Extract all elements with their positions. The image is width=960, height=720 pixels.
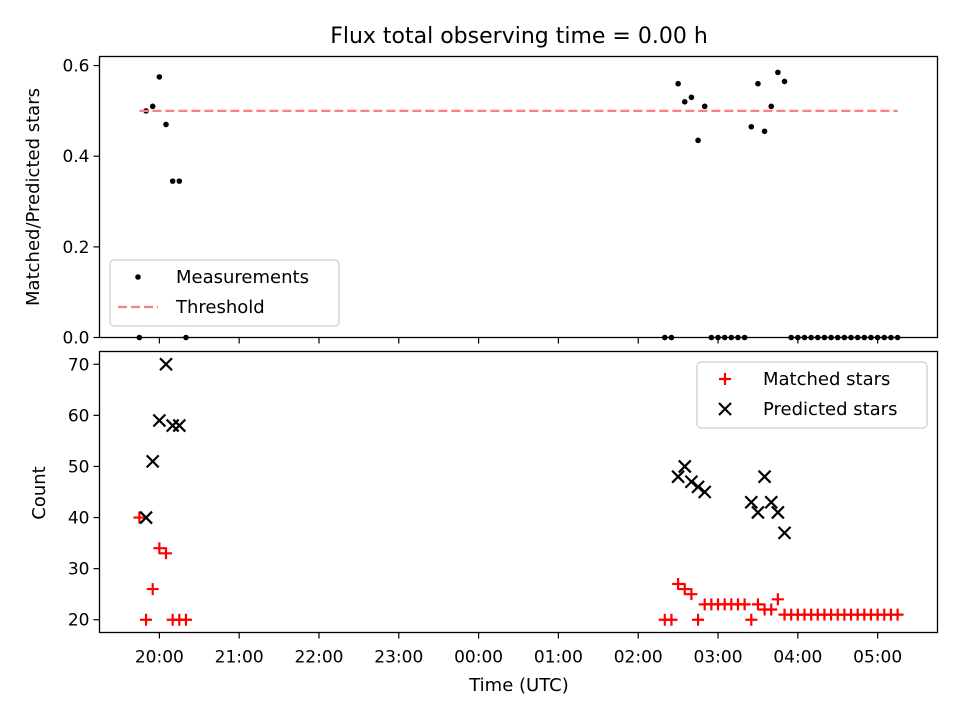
legend-matched-swatch	[719, 373, 731, 385]
matched-stars-point	[751, 598, 764, 611]
count-panel: Count 20 30 40 50 60 70 20:00 21:00 22:00 23:00 0…	[29, 350, 939, 668]
ratio-axes-frame	[98, 55, 939, 339]
matched-stars-point	[665, 613, 678, 626]
predicted-stars-point	[172, 418, 187, 433]
matched-stars-point	[685, 588, 698, 601]
ratio-y-axis-label: Matched/Predicted stars	[23, 88, 44, 306]
x-tick-label: 23:00	[374, 648, 423, 668]
predicted-stars-point	[139, 510, 153, 525]
matched-stars-point	[738, 598, 751, 611]
x-tick-label: 20:00	[135, 648, 184, 668]
predicted-stars-point	[744, 495, 759, 509]
predicted-stars-point	[764, 495, 779, 509]
ratio-y-tick-label: 0.2	[62, 238, 89, 258]
legend-label: Threshold	[175, 297, 265, 318]
predicted-stars-point	[771, 505, 785, 520]
count-y-tick-label: 50	[68, 457, 90, 477]
measurement-point	[695, 137, 701, 144]
predicted-stars-point	[152, 413, 167, 428]
x-tick-label: 02:00	[614, 648, 663, 668]
measurement-point	[761, 128, 768, 135]
legend-label: Predicted stars	[763, 399, 897, 420]
count-legend-box	[696, 361, 928, 429]
count-y-tick-label: 70	[68, 355, 90, 375]
matched-stars-point	[771, 593, 784, 606]
count-y-axis-label: Count	[29, 466, 50, 519]
matched-stars-point	[160, 547, 173, 560]
count-y-tick-label: 60	[68, 406, 90, 426]
matched-stars-point	[891, 608, 904, 621]
x-tick-label: 04:00	[773, 648, 822, 668]
x-tick-label: 05:00	[853, 648, 902, 668]
measurement-point	[755, 80, 761, 87]
count-y-tick-label: 20	[68, 611, 90, 631]
legend-label: Matched stars	[763, 369, 890, 390]
x-axis-label: Time (UTC)	[468, 675, 569, 696]
predicted-stars-point	[751, 505, 765, 520]
x-tick-label: 21:00	[215, 648, 264, 668]
predicted-stars-point	[677, 459, 692, 474]
measurement-point	[675, 80, 681, 87]
figure-title: Flux total observing time = 0.00 h	[330, 24, 708, 49]
count-y-tick-label: 40	[68, 509, 90, 529]
matched-stars-point	[745, 613, 758, 626]
count-y-tick-label: 30	[68, 560, 90, 580]
matched-stars-point	[678, 583, 691, 596]
ratio-legend: Measurements Threshold	[109, 259, 340, 327]
measurement-point	[156, 74, 163, 80]
predicted-stars-point	[777, 526, 792, 540]
measurement-point	[688, 94, 695, 101]
count-legend: Matched stars Predicted stars	[696, 361, 928, 429]
matched-stars-point	[692, 613, 705, 626]
x-tick-label: 01:00	[534, 648, 583, 668]
matched-stars-point	[179, 613, 192, 626]
measurement-point	[775, 69, 781, 76]
predicted-stars-point	[671, 469, 685, 484]
measurement-point	[701, 103, 708, 110]
ratio-panel: Matched/Predicted stars 0.0 0.2 0.4 0.6 Mea…	[23, 55, 939, 349]
predicted-stars-point	[145, 454, 160, 469]
x-tick-label: 00:00	[454, 648, 503, 668]
measurement-point	[176, 178, 183, 184]
predicted-stars-point	[159, 357, 173, 372]
matched-stars-point	[133, 511, 146, 524]
count-axes-frame	[98, 350, 939, 634]
measurement-point	[748, 123, 755, 130]
x-tick-label: 22:00	[294, 648, 343, 668]
legend-predicted-swatch	[718, 402, 732, 416]
matched-stars-point	[672, 577, 685, 590]
count-marks	[133, 357, 904, 626]
matched-stars-point	[765, 603, 778, 616]
measurement-point	[169, 178, 176, 184]
measurement-point	[681, 99, 688, 105]
matched-stars-point	[146, 583, 159, 596]
ratio-y-tick-label: 0.0	[62, 329, 89, 349]
ratio-y-tick-label: 0.4	[62, 147, 89, 167]
legend-label: Measurements	[176, 267, 309, 288]
ratio-y-tick-label: 0.6	[62, 57, 89, 77]
measurement-point	[768, 103, 775, 110]
measurement-point	[149, 103, 156, 110]
legend-measurement-swatch	[135, 274, 141, 280]
predicted-stars-point	[757, 469, 772, 484]
measurement-point	[781, 78, 788, 85]
ratio-legend-box	[109, 259, 340, 327]
matched-stars-point	[153, 542, 166, 555]
x-tick-label: 03:00	[694, 648, 743, 668]
measurement-point	[163, 121, 169, 128]
matched-stars-point	[140, 613, 153, 626]
predicted-stars-point	[697, 485, 712, 499]
